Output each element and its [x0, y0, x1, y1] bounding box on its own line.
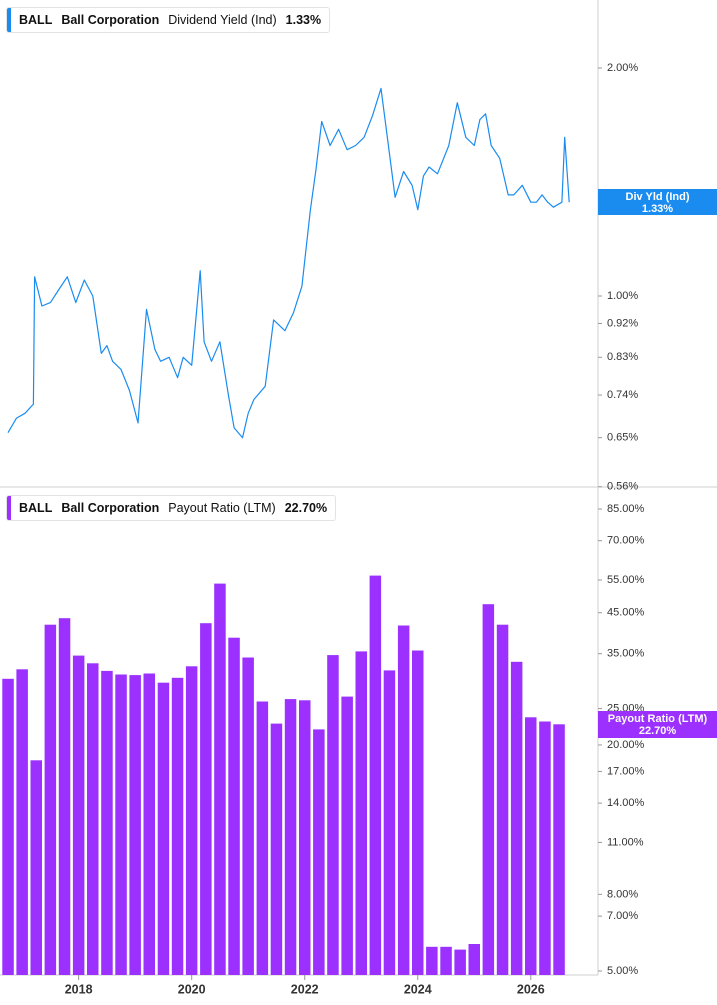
legend-metric: Payout Ratio (LTM)	[168, 501, 276, 515]
x-tick-label: 2026	[517, 982, 545, 996]
payout-ratio-bar	[510, 661, 523, 975]
payout-ratio-bar	[525, 717, 537, 975]
payout-ratio-bar	[412, 650, 424, 975]
y-tick-label: 5.00%	[607, 965, 638, 977]
payout-ratio-bar	[426, 946, 438, 975]
payout-ratio-bar	[369, 575, 382, 975]
payout-ratio-bar	[383, 670, 396, 975]
legend-metric: Dividend Yield (Ind)	[168, 13, 277, 27]
payout-ratio-bar	[72, 655, 85, 975]
y-tick-label: 0.83%	[607, 351, 638, 363]
payout-ratio-bar	[101, 670, 113, 975]
x-tick-label: 2020	[178, 982, 206, 996]
value-tag-value: 22.70%	[638, 725, 677, 737]
legend-ticker: BALL	[19, 501, 53, 515]
payout-ratio-bar	[313, 729, 325, 975]
legend-ticker: BALL	[19, 13, 53, 27]
payout-ratio-bar	[157, 682, 170, 975]
x-tick-label: 2022	[291, 982, 319, 996]
y-tick-label: 14.00%	[607, 797, 645, 809]
payout-ratio-bar	[299, 700, 311, 975]
payout-ratio-bar	[284, 699, 297, 975]
y-tick-label: 35.00%	[607, 648, 645, 660]
payout-ratio-bar	[129, 675, 141, 975]
payout-ratio-bar	[171, 677, 184, 975]
payout-ratio-bar	[242, 657, 254, 975]
payout-ratio-bar	[482, 604, 495, 975]
y-tick-label: 0.74%	[607, 389, 638, 401]
y-tick-label: 55.00%	[607, 574, 645, 586]
payout-ratio-bar	[327, 655, 339, 975]
legend-swatch-bottom	[7, 496, 11, 520]
payout-ratio-bar	[270, 723, 283, 975]
payout-ratio-bar	[2, 678, 14, 975]
y-tick-label: 8.00%	[607, 888, 638, 900]
value-tag-label: Payout Ratio (LTM)	[607, 713, 708, 725]
legend-company: Ball Corporation	[61, 501, 160, 515]
y-tick-label: 11.00%	[607, 836, 644, 848]
payout-ratio-bar	[440, 946, 452, 975]
x-tick-label: 2018	[65, 982, 93, 996]
legend-top: BALL Ball Corporation Dividend Yield (In…	[6, 7, 331, 33]
y-tick-label: 1.00%	[607, 290, 638, 302]
value-tag-label: Div Yld (Ind)	[625, 191, 690, 203]
payout-ratio-bar	[454, 949, 466, 975]
payout-ratio-bar	[115, 674, 127, 975]
payout-ratio-bar	[30, 760, 42, 975]
payout-ratio-bar	[553, 724, 565, 975]
payout-ratio-bar	[143, 673, 155, 975]
payout-ratio-bar	[214, 583, 226, 975]
y-tick-label: 20.00%	[607, 739, 645, 751]
legend-company: Ball Corporation	[61, 13, 160, 27]
y-tick-label: 17.00%	[607, 765, 645, 777]
legend-swatch-top	[7, 8, 11, 32]
y-tick-label: 0.56%	[607, 481, 638, 493]
payout-ratio-bar	[185, 666, 198, 975]
payout-ratio-bar	[355, 651, 367, 975]
y-tick-label: 0.92%	[607, 317, 638, 329]
legend-bottom: BALL Ball Corporation Payout Ratio (LTM)…	[6, 495, 337, 521]
y-tick-label: 0.65%	[607, 432, 638, 444]
payout-ratio-bar	[44, 624, 57, 975]
legend-value: 1.33%	[285, 13, 322, 27]
y-tick-label: 7.00%	[607, 910, 638, 922]
payout-ratio-bar	[539, 721, 551, 975]
value-tag-top: Div Yld (Ind) 1.33%	[598, 189, 717, 215]
payout-ratio-bar	[87, 663, 99, 975]
y-tick-label: 45.00%	[607, 607, 645, 619]
payout-ratio-bar	[468, 944, 480, 975]
payout-ratio-bar	[228, 637, 240, 975]
payout-ratio-bar	[496, 624, 509, 975]
value-tag-value: 1.33%	[641, 203, 674, 215]
y-tick-label: 2.00%	[607, 62, 638, 74]
dividend-yield-line	[7, 87, 570, 439]
payout-ratio-bar	[256, 701, 269, 975]
payout-ratio-bar	[58, 618, 71, 975]
payout-ratio-bar	[397, 625, 410, 975]
x-tick-label: 2024	[404, 982, 432, 996]
value-tag-bottom: Payout Ratio (LTM) 22.70%	[598, 711, 717, 738]
payout-ratio-bar	[341, 696, 353, 975]
payout-ratio-bar	[200, 623, 212, 975]
legend-value: 22.70%	[284, 501, 328, 515]
y-tick-label: 70.00%	[607, 535, 645, 547]
y-tick-label: 85.00%	[607, 503, 645, 515]
payout-ratio-bar	[16, 669, 28, 975]
